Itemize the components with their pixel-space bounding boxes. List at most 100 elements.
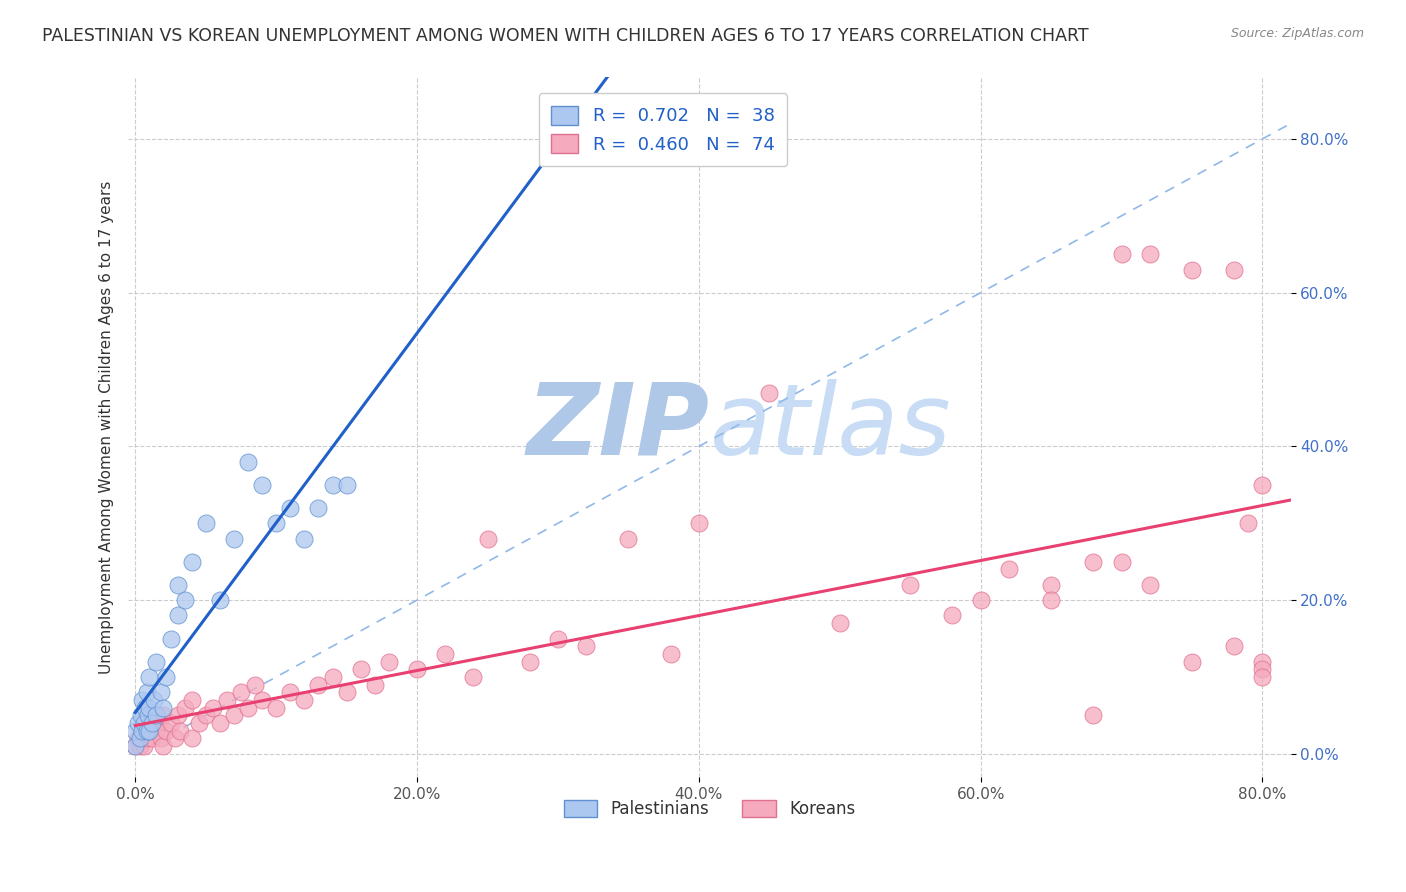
Point — [1111, 247, 1133, 261]
Point — [128, 731, 150, 746]
Point — [1251, 662, 1274, 676]
Point — [166, 578, 188, 592]
Point — [166, 608, 188, 623]
Point — [138, 700, 160, 714]
Point — [1111, 555, 1133, 569]
Point — [135, 685, 157, 699]
Point — [132, 739, 155, 753]
Point — [136, 708, 159, 723]
Point — [1223, 262, 1246, 277]
Point — [264, 700, 287, 714]
Point — [149, 731, 172, 746]
Point — [138, 716, 160, 731]
Point — [1139, 578, 1161, 592]
Point — [236, 455, 259, 469]
Point — [250, 477, 273, 491]
Point — [1251, 670, 1274, 684]
Point — [1251, 655, 1274, 669]
Point — [336, 685, 359, 699]
Point — [222, 532, 245, 546]
Point — [163, 731, 186, 746]
Point — [1083, 708, 1105, 723]
Legend: Palestinians, Koreans: Palestinians, Koreans — [557, 793, 862, 824]
Point — [132, 716, 155, 731]
Point — [134, 700, 156, 714]
Point — [145, 723, 167, 738]
Point — [278, 685, 301, 699]
Point — [155, 723, 177, 738]
Point — [149, 685, 172, 699]
Point — [128, 739, 150, 753]
Point — [1237, 516, 1260, 531]
Point — [141, 716, 163, 731]
Point — [152, 708, 174, 723]
Point — [142, 693, 165, 707]
Point — [969, 593, 991, 607]
Point — [292, 532, 315, 546]
Point — [350, 662, 373, 676]
Point — [131, 693, 153, 707]
Point — [322, 670, 344, 684]
Point — [264, 516, 287, 531]
Point — [138, 723, 160, 738]
Point — [194, 708, 217, 723]
Point — [463, 670, 485, 684]
Point — [131, 723, 153, 738]
Point — [146, 716, 169, 731]
Point — [434, 647, 457, 661]
Point — [1181, 262, 1204, 277]
Point — [187, 716, 209, 731]
Point — [141, 731, 163, 746]
Point — [250, 693, 273, 707]
Point — [322, 477, 344, 491]
Point — [159, 716, 181, 731]
Point — [173, 593, 195, 607]
Point — [124, 739, 146, 753]
Point — [129, 708, 152, 723]
Point — [169, 723, 191, 738]
Point — [145, 655, 167, 669]
Point — [215, 693, 238, 707]
Point — [152, 739, 174, 753]
Point — [124, 723, 146, 738]
Text: ZIP: ZIP — [526, 378, 710, 475]
Point — [1223, 639, 1246, 653]
Point — [127, 731, 149, 746]
Point — [378, 655, 401, 669]
Text: atlas: atlas — [710, 378, 950, 475]
Point — [159, 632, 181, 646]
Point — [229, 685, 252, 699]
Point — [180, 555, 202, 569]
Text: Source: ZipAtlas.com: Source: ZipAtlas.com — [1230, 27, 1364, 40]
Point — [180, 731, 202, 746]
Point — [138, 670, 160, 684]
Point — [1083, 555, 1105, 569]
Text: PALESTINIAN VS KOREAN UNEMPLOYMENT AMONG WOMEN WITH CHILDREN AGES 6 TO 17 YEARS : PALESTINIAN VS KOREAN UNEMPLOYMENT AMONG… — [42, 27, 1088, 45]
Point — [135, 723, 157, 738]
Point — [138, 723, 160, 738]
Point — [208, 716, 231, 731]
Point — [406, 662, 429, 676]
Point — [194, 516, 217, 531]
Point — [898, 578, 921, 592]
Point — [1139, 247, 1161, 261]
Point — [941, 608, 963, 623]
Point — [243, 678, 266, 692]
Point — [688, 516, 710, 531]
Point — [124, 739, 146, 753]
Point — [131, 723, 153, 738]
Point — [201, 700, 224, 714]
Point — [519, 655, 541, 669]
Point — [208, 593, 231, 607]
Point — [659, 647, 682, 661]
Point — [828, 616, 851, 631]
Point — [307, 500, 329, 515]
Point — [336, 477, 359, 491]
Point — [1040, 593, 1063, 607]
Point — [477, 532, 499, 546]
Point — [173, 700, 195, 714]
Point — [222, 708, 245, 723]
Point — [180, 693, 202, 707]
Point — [1181, 655, 1204, 669]
Point — [236, 700, 259, 714]
